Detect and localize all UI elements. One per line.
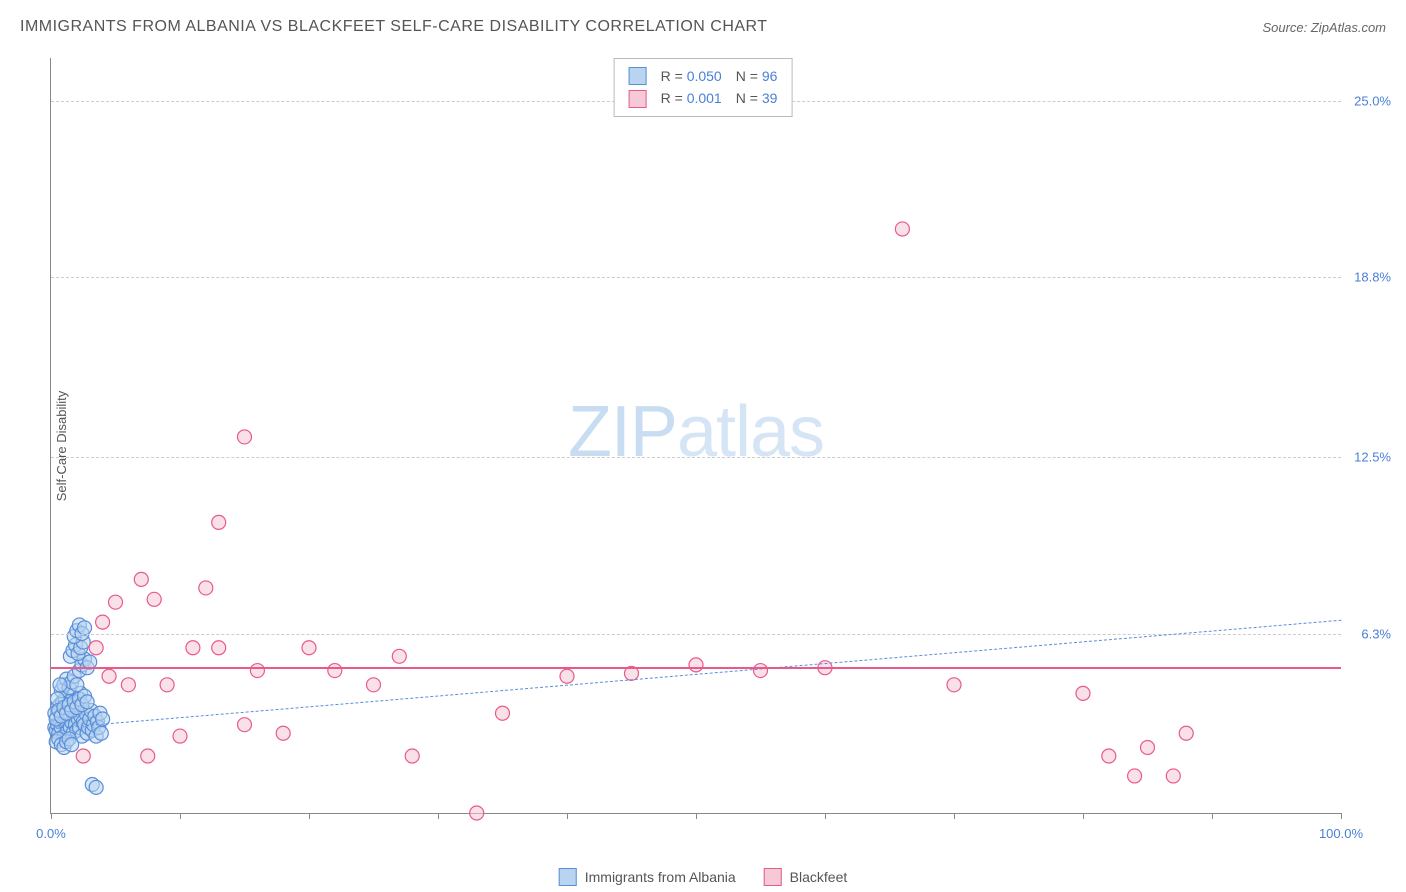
scatter-point	[89, 780, 103, 794]
xtick	[696, 813, 697, 819]
scatter-point	[53, 678, 67, 692]
scatter-point	[65, 738, 79, 752]
xtick	[51, 813, 52, 819]
scatter-point	[392, 649, 406, 663]
scatter-point	[121, 678, 135, 692]
scatter-point	[102, 669, 116, 683]
r-label-1: R =	[661, 90, 683, 106]
scatter-point	[94, 726, 108, 740]
legend-series-swatch-0	[559, 868, 577, 886]
xtick	[1341, 813, 1342, 819]
scatter-point	[89, 641, 103, 655]
scatter-point	[96, 615, 110, 629]
scatter-point	[1102, 749, 1116, 763]
gridline-h	[51, 457, 1341, 458]
scatter-point	[405, 749, 419, 763]
xtick	[309, 813, 310, 819]
n-label-0: N =	[736, 68, 758, 84]
scatter-point	[1179, 726, 1193, 740]
legend-series-item-0: Immigrants from Albania	[559, 868, 736, 886]
title-bar: IMMIGRANTS FROM ALBANIA VS BLACKFEET SEL…	[20, 18, 1386, 36]
scatter-point	[496, 706, 510, 720]
scatter-point	[238, 718, 252, 732]
scatter-point	[895, 222, 909, 236]
scatter-point	[276, 726, 290, 740]
scatter-point	[947, 678, 961, 692]
xtick	[438, 813, 439, 819]
xtick	[567, 813, 568, 819]
legend-swatch-0	[629, 67, 647, 85]
trend-line	[51, 667, 1341, 669]
scatter-point	[186, 641, 200, 655]
chart-title: IMMIGRANTS FROM ALBANIA VS BLACKFEET SEL…	[20, 18, 768, 36]
ytick-label: 18.8%	[1346, 270, 1391, 285]
scatter-point	[199, 581, 213, 595]
scatter-point	[1166, 769, 1180, 783]
scatter-point	[689, 658, 703, 672]
scatter-point	[80, 695, 94, 709]
scatter-point	[109, 595, 123, 609]
scatter-svg	[51, 58, 1341, 813]
r-value-1: 0.001	[687, 90, 722, 106]
scatter-point	[134, 572, 148, 586]
scatter-point	[328, 664, 342, 678]
n-value-0: 96	[762, 68, 778, 84]
r-value-0: 0.050	[687, 68, 722, 84]
scatter-point	[1076, 686, 1090, 700]
xtick-label: 100.0%	[1319, 826, 1363, 841]
xtick-label: 0.0%	[36, 826, 66, 841]
scatter-point	[160, 678, 174, 692]
ytick-label: 25.0%	[1346, 93, 1391, 108]
xtick	[1083, 813, 1084, 819]
ytick-label: 6.3%	[1346, 626, 1391, 641]
scatter-point	[250, 664, 264, 678]
scatter-point	[173, 729, 187, 743]
scatter-point	[367, 678, 381, 692]
scatter-point	[147, 592, 161, 606]
scatter-point	[1128, 769, 1142, 783]
plot-area: ZIPatlas 6.3%12.5%18.8%25.0%0.0%100.0%	[50, 58, 1341, 814]
legend-swatch-1	[629, 90, 647, 108]
xtick	[180, 813, 181, 819]
legend-series-item-1: Blackfeet	[764, 868, 848, 886]
legend-stats-row-1: R = 0.001 N = 39	[629, 87, 778, 109]
legend-series-label-0: Immigrants from Albania	[585, 869, 736, 885]
scatter-point	[470, 806, 484, 820]
source-attribution: Source: ZipAtlas.com	[1262, 20, 1386, 35]
gridline-h	[51, 277, 1341, 278]
xtick	[1212, 813, 1213, 819]
scatter-point	[238, 430, 252, 444]
scatter-point	[212, 515, 226, 529]
ytick-label: 12.5%	[1346, 449, 1391, 464]
r-label-0: R =	[661, 68, 683, 84]
n-label-1: N =	[736, 90, 758, 106]
legend-stats-row-0: R = 0.050 N = 96	[629, 65, 778, 87]
scatter-point	[1141, 740, 1155, 754]
xtick	[954, 813, 955, 819]
scatter-point	[141, 749, 155, 763]
scatter-point	[212, 641, 226, 655]
gridline-h	[51, 634, 1341, 635]
scatter-point	[302, 641, 316, 655]
xtick	[825, 813, 826, 819]
n-value-1: 39	[762, 90, 778, 106]
scatter-point	[560, 669, 574, 683]
legend-series-label-1: Blackfeet	[790, 869, 848, 885]
legend-series: Immigrants from Albania Blackfeet	[559, 868, 848, 886]
scatter-point	[76, 749, 90, 763]
legend-series-swatch-1	[764, 868, 782, 886]
scatter-point	[754, 664, 768, 678]
legend-stats: R = 0.050 N = 96 R = 0.001 N = 39	[614, 58, 793, 117]
